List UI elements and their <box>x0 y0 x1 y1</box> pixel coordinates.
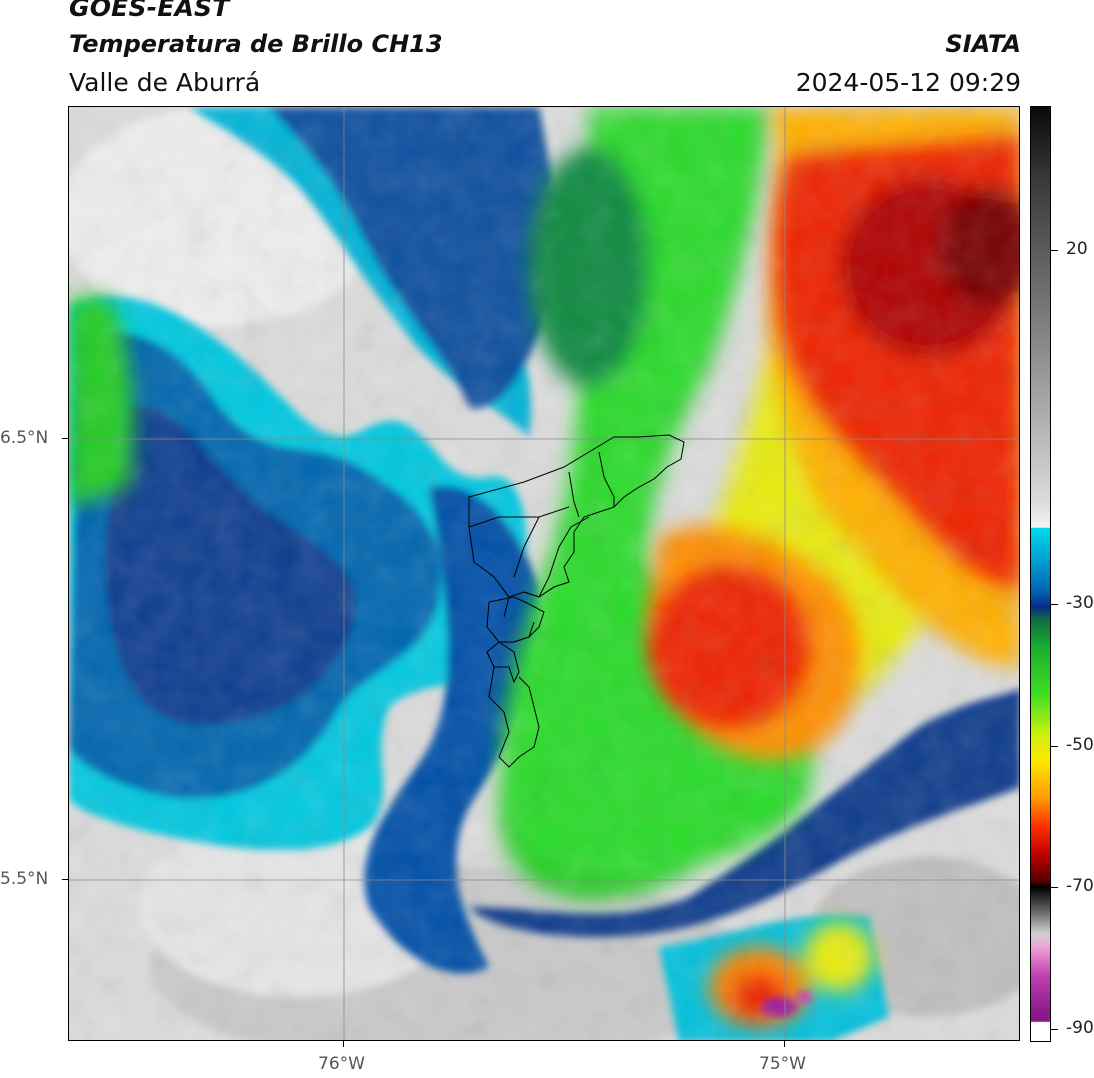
colorbar-tick <box>1051 604 1058 605</box>
lat-label-5.5: 5.5°N <box>0 869 49 889</box>
source-label: SIATA <box>945 30 1021 58</box>
colorbar-label-minus90: -90 <box>1066 1018 1094 1038</box>
datetime-label: 2024-05-12 09:29 <box>795 68 1021 97</box>
lat-label-6.5: 6.5°N <box>0 428 49 448</box>
colorbar-tick <box>1051 746 1058 747</box>
colorbar-label-minus30: -30 <box>1066 593 1094 613</box>
lon-tick <box>343 1041 344 1047</box>
colorbar-label-minus70: -70 <box>1066 876 1094 896</box>
lat-tick <box>62 879 68 880</box>
region-subtitle: Valle de Aburrá <box>69 68 261 97</box>
brightness-temperature-map <box>69 107 1019 1040</box>
colorbar-gradient <box>1031 107 1050 1041</box>
lon-label-75: 75°W <box>759 1054 806 1074</box>
lat-tick <box>62 438 68 439</box>
map-panel[interactable] <box>68 106 1020 1041</box>
colorbar-tick <box>1051 250 1058 251</box>
municipal-boundaries <box>468 434 685 768</box>
colorbar-tick <box>1051 887 1058 888</box>
colorbar-label-minus50: -50 <box>1066 735 1094 755</box>
colorbar-tick <box>1051 1029 1058 1030</box>
colorbar <box>1030 106 1051 1042</box>
product-title: Temperatura de Brillo CH13 <box>69 30 443 58</box>
satellite-title: GOES-EAST <box>69 0 230 22</box>
lon-tick <box>784 1041 785 1047</box>
colorbar-label-20: 20 <box>1066 239 1088 259</box>
lon-label-76: 76°W <box>318 1054 365 1074</box>
